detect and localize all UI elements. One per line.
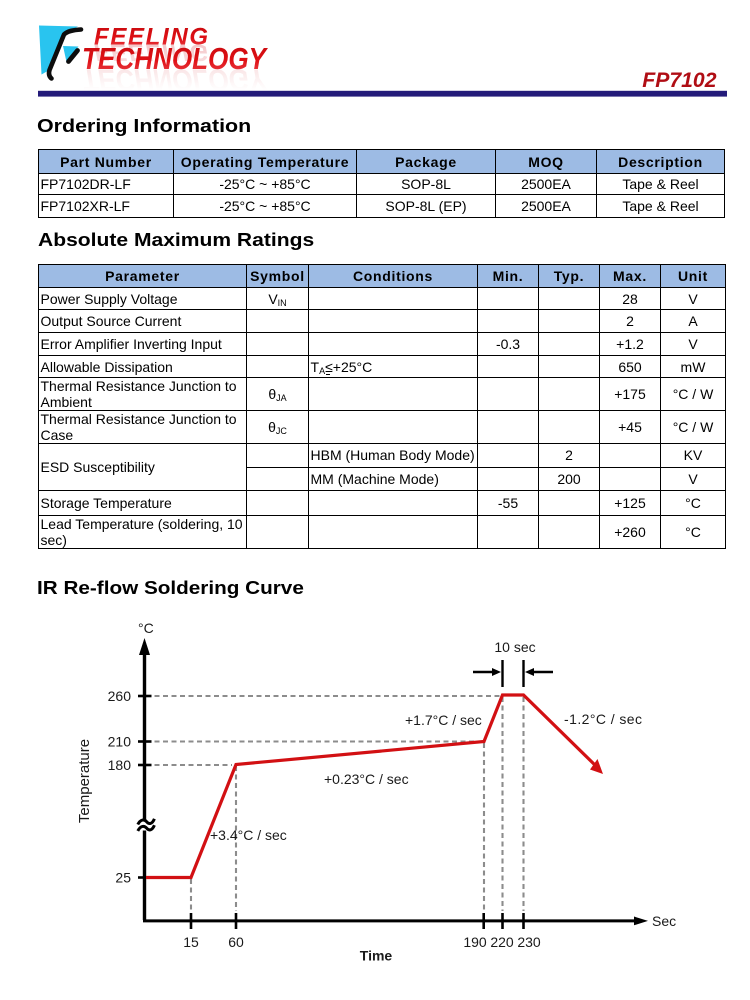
svg-text:260: 260 (108, 688, 132, 704)
svg-text:10 sec: 10 sec (494, 639, 535, 655)
svg-text:+1.7°C / sec: +1.7°C / sec (405, 712, 482, 728)
svg-text:220: 220 (490, 934, 514, 950)
svg-text:Temperature: Temperature (76, 739, 93, 823)
svg-text:60: 60 (228, 934, 244, 950)
svg-text:FEELING: FEELING (94, 24, 208, 51)
svg-text:°C: °C (138, 620, 154, 636)
svg-text:FEELING: FEELING (94, 39, 208, 66)
svg-text:TECHNOLOGY: TECHNOLOGY (82, 41, 269, 76)
svg-text:Sec: Sec (652, 913, 676, 929)
svg-text:FP7102: FP7102 (642, 69, 716, 92)
svg-text:190: 190 (463, 934, 487, 950)
svg-text:15: 15 (183, 934, 199, 950)
svg-text:180: 180 (108, 757, 132, 773)
svg-text:Time: Time (360, 948, 393, 964)
svg-text:25: 25 (115, 870, 131, 886)
svg-text:-1.2°C / sec: -1.2°C / sec (564, 711, 642, 727)
svg-text:230: 230 (517, 934, 541, 950)
svg-text:+3.4°C / sec: +3.4°C / sec (210, 827, 287, 843)
svg-text:+0.23°C / sec: +0.23°C / sec (324, 771, 409, 787)
svg-text:210: 210 (108, 734, 132, 750)
